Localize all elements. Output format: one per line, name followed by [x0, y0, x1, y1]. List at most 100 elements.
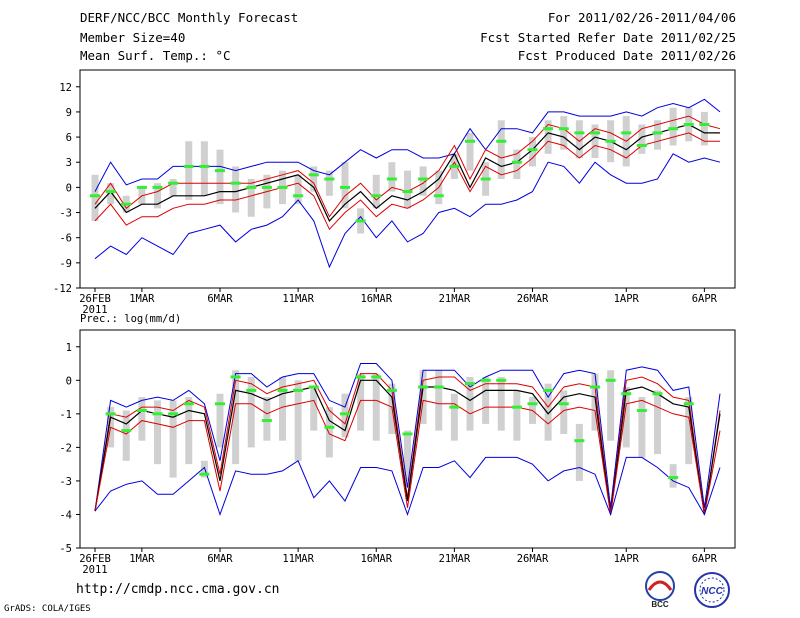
panel-title: Prec.: log(mm/d)	[80, 313, 181, 325]
box-31	[575, 120, 583, 159]
box-12	[294, 380, 302, 461]
box-35	[638, 124, 646, 154]
y-tick-label: -6	[59, 233, 72, 245]
x-tick-label: 1APR	[614, 553, 640, 565]
box-21	[419, 166, 427, 196]
series-max-line	[94, 98, 721, 192]
ncc-logo: NCC	[694, 572, 730, 608]
grads-credit: GrADS: COLA/IGES	[4, 604, 91, 614]
y-tick-label: -4	[59, 509, 72, 521]
box-24	[482, 376, 490, 424]
y-tick-label: 12	[59, 82, 72, 94]
y-tick-label: 0	[66, 182, 72, 194]
x-tick-label: 26MAR	[517, 553, 549, 565]
box-5	[169, 179, 177, 196]
x-tick-label: 6MAR	[207, 293, 233, 305]
box-36	[669, 464, 677, 488]
box-13	[310, 387, 318, 431]
box-39	[700, 111, 708, 146]
x-tick-label: 16MAR	[360, 553, 392, 565]
box-14	[310, 166, 318, 192]
box-29	[560, 390, 568, 434]
x-tick-label: 21MAR	[439, 553, 471, 565]
box-35	[654, 390, 661, 455]
box-25	[497, 376, 505, 431]
x-tick-label: 1MAR	[129, 293, 155, 305]
x-tick-label: 26MAR	[517, 293, 549, 305]
x-tick-label: 26FEB	[79, 553, 111, 565]
box-6	[200, 460, 208, 478]
box-33	[622, 387, 630, 448]
x-tick-label: 26FEB	[79, 293, 111, 305]
box-29	[544, 120, 552, 154]
box-17	[372, 373, 380, 441]
box-0	[91, 174, 99, 221]
x-tick-label: 21MAR	[439, 293, 471, 305]
y-tick-label: -3	[59, 476, 72, 488]
box-30	[560, 116, 568, 150]
source-url[interactable]: http://cmdp.ncc.cma.gov.cn	[76, 582, 280, 597]
box-1	[122, 410, 130, 461]
member-size: Member Size=40	[80, 30, 186, 45]
box-11	[279, 376, 286, 441]
box-14	[325, 407, 333, 458]
forecast-period: For 2011/02/26-2011/04/06	[547, 10, 736, 25]
box-26	[497, 120, 505, 179]
series-min-line	[94, 456, 721, 517]
box-8	[216, 149, 224, 205]
box-23	[466, 376, 474, 431]
box-19	[404, 430, 411, 481]
x-tick-label: 1APR	[614, 293, 640, 305]
box-34	[638, 397, 646, 458]
ncc-logo-text: NCC	[701, 586, 723, 597]
y-tick-label: 0	[66, 375, 72, 387]
plot-frame	[79, 329, 736, 549]
series-mean-line	[94, 379, 721, 515]
series-min-line	[94, 153, 721, 269]
x-tick-year: 2011	[82, 304, 107, 316]
box-36	[654, 120, 661, 150]
box-32	[591, 124, 599, 159]
box-4	[154, 183, 161, 209]
box-26	[513, 390, 521, 441]
series-max-line	[94, 363, 721, 512]
y-tick-label: 6	[66, 132, 72, 144]
box-16	[341, 162, 349, 209]
box-7	[216, 393, 224, 448]
box-7	[200, 141, 208, 196]
box-16	[357, 373, 365, 431]
y-tick-label: 1	[66, 342, 72, 354]
box-27	[513, 149, 521, 179]
x-tick-label: 6MAR	[207, 553, 233, 565]
start-date: Fcst Started Refer Date 2011/02/25	[480, 30, 736, 45]
box-3	[154, 400, 161, 465]
box-19	[388, 162, 396, 192]
y-tick-label: 9	[66, 107, 72, 119]
box-15	[341, 393, 349, 438]
y-tick-label: -12	[53, 283, 72, 295]
produced-date: Fcst Produced Date 2011/02/26	[517, 48, 736, 63]
box-24	[466, 132, 474, 171]
x-tick-label: 16MAR	[360, 293, 392, 305]
bcc-logo-text: BCC	[651, 600, 669, 609]
x-tick-label: 11MAR	[282, 553, 314, 565]
y-tick-label: 3	[66, 157, 72, 169]
box-1	[107, 183, 115, 205]
series-mean-line	[94, 123, 720, 222]
series-lower-line	[94, 132, 720, 231]
box-37	[669, 107, 677, 146]
x-tick-label: 1MAR	[129, 553, 155, 565]
box-30	[575, 423, 583, 481]
y-tick-label: -2	[59, 442, 72, 454]
box-13	[294, 174, 302, 205]
box-15	[325, 170, 333, 196]
x-tick-year: 2011	[82, 564, 107, 576]
x-tick-label: 6APR	[692, 553, 718, 565]
y-tick-label: -3	[59, 208, 72, 220]
bcc-logo: BCC	[645, 571, 675, 609]
box-31	[591, 373, 599, 431]
y-tick-label: -5	[59, 543, 72, 555]
